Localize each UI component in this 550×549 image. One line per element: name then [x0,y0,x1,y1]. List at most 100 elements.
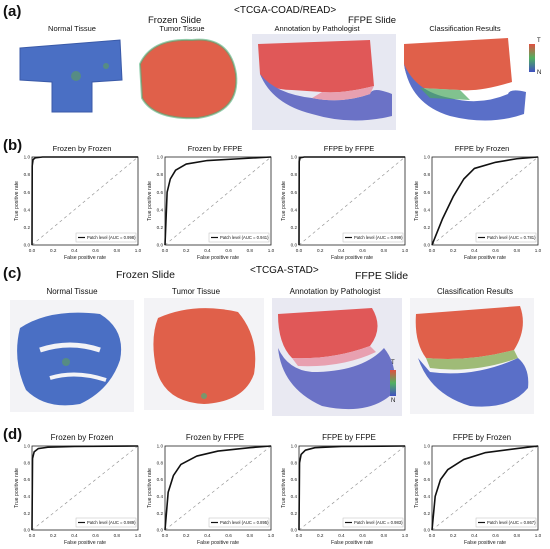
y-axis-label: True positive rate [14,468,20,508]
d-roc-title-4: FFPE by Frozen [452,433,512,442]
y-axis-label: True positive rate [414,181,420,221]
x-tick-label: 1.0 [402,533,409,538]
y-tick-label: 0.6 [424,477,431,482]
a-normal-tissue-image [19,39,123,113]
y-tick-label: 0.4 [24,494,31,499]
roc-curve [298,445,406,531]
y-tick-label: 0.2 [157,225,164,230]
x-tick-label: 0.4 [338,248,345,253]
b-roc-title-4: FFPE by Frozen [454,144,510,153]
legend-label: Patch level (AUC = 0.895) [220,520,269,525]
x-tick-label: 0.0 [29,248,36,253]
roc-curve [431,445,539,531]
x-tick-label: 0.0 [29,533,36,538]
y-tick-label: 0.2 [291,511,298,516]
x-tick-label: 0.4 [71,533,78,538]
panel-letter-c: (c) [3,265,22,282]
section-a-ffpe-header: FFPE Slide [348,15,397,26]
diagonal-reference-line [164,156,272,246]
legend-label: Patch level (AUC = 0.989) [87,520,136,525]
d-roc-title-3: FFPE by FFPE [322,433,376,442]
x-tick-label: 0.6 [225,248,232,253]
a-tumor-tissue-image [138,38,238,120]
section-a-title: <TCGA-COAD/READ> [234,5,337,16]
x-axis-label: False positive rate [197,540,239,546]
y-tick-label: 0.6 [24,190,31,195]
x-tick-label: 0.6 [92,533,99,538]
x-tick-label: 1.0 [535,248,542,253]
x-tick-label: 1.0 [268,533,275,538]
b-roc-chart-2: 0.00.0 0.2 0.2 0.4 0.4 0.6 0.6 0.8 0.8 1.0 1.0 Fals… [147,155,275,261]
panel-letter-d: (d) [3,426,23,443]
x-tick-label: 0.6 [225,533,232,538]
diagonal-reference-line [431,445,539,531]
x-tick-label: 0.8 [247,248,254,253]
y-tick-label: 0.8 [291,172,298,177]
x-tick-label: 0.2 [50,533,57,538]
legend-label: Patch level (AUC = 0.999) [354,235,403,240]
d-roc-title-2: Frozen by FFPE [185,433,245,442]
y-tick-label: 0.6 [24,477,31,482]
x-axis-label: False positive rate [64,540,106,546]
a-scale-bottom-label: N [537,70,542,76]
y-tick-label: 0.0 [157,528,164,533]
c-label-classification: Classification Results [436,287,514,296]
roc-curve [31,156,138,246]
b-roc-title-1: Frozen by Frozen [52,144,112,153]
x-tick-label: 0.4 [471,248,478,253]
x-tick-label: 0.4 [471,533,478,538]
x-tick-label: 0.8 [381,248,388,253]
a-annotation-image [252,34,396,130]
y-tick-label: 0.8 [24,172,31,177]
y-tick-label: 1.0 [424,444,431,449]
y-tick-label: 0.8 [424,460,431,465]
roc-curve [298,156,405,246]
y-tick-label: 1.0 [291,444,298,449]
c-color-scale [390,370,396,396]
y-tick-label: 0.4 [24,207,31,212]
x-tick-label: 1.0 [535,533,542,538]
y-tick-label: 0.8 [424,172,431,177]
x-tick-label: 0.6 [359,248,366,253]
a-label-classification: Classification Results [429,24,501,33]
c-classification-image [410,298,534,414]
x-tick-label: 0.6 [492,533,499,538]
y-tick-label: 0.4 [291,494,298,499]
y-tick-label: 0.0 [291,528,298,533]
x-tick-label: 0.8 [114,248,121,253]
roc-curve [31,445,139,531]
section-c-frozen-header: Frozen Slide [116,269,175,281]
x-tick-label: 0.8 [247,533,254,538]
x-tick-label: 0.6 [359,533,366,538]
x-tick-label: 0.2 [183,248,190,253]
x-tick-label: 0.2 [450,533,457,538]
x-tick-label: 0.0 [162,533,169,538]
x-axis-label: False positive rate [64,255,106,261]
x-axis-label: False positive rate [331,540,373,546]
section-c-title: <TCGA-STAD> [250,265,319,276]
roc-curve [164,156,272,246]
legend-box [475,517,537,528]
y-tick-label: 0.6 [291,477,298,482]
x-tick-label: 0.8 [514,248,521,253]
y-tick-label: 0.6 [157,477,164,482]
y-tick-label: 1.0 [157,444,164,449]
legend-label: Patch level (AUC = 0.983) [354,520,403,525]
a-classification-image [404,38,526,121]
legend-box [342,517,404,528]
y-axis-label: True positive rate [281,468,287,508]
d-roc-chart-4: 0.00.0 0.2 0.2 0.4 0.4 0.6 0.6 0.8 0.8 1.0 1.0 Fals… [414,444,542,546]
y-tick-label: 0.8 [291,460,298,465]
a-scale-top-label: T [537,38,541,44]
y-axis-label: True positive rate [414,468,420,508]
a-color-scale [529,44,535,72]
x-tick-label: 1.0 [135,533,142,538]
c-label-tumor: Tumor Tissue [171,287,221,296]
y-tick-label: 0.6 [157,190,164,195]
c-scale-bottom-label: N [391,398,396,404]
b-roc-chart-3: 0.00.0 0.2 0.2 0.4 0.4 0.6 0.6 0.8 0.8 1.0 1.0 Fals… [281,155,409,261]
y-tick-label: 1.0 [424,155,431,160]
diagonal-reference-line [164,445,272,531]
x-tick-label: 1.0 [268,248,275,253]
x-tick-label: 0.0 [162,248,169,253]
